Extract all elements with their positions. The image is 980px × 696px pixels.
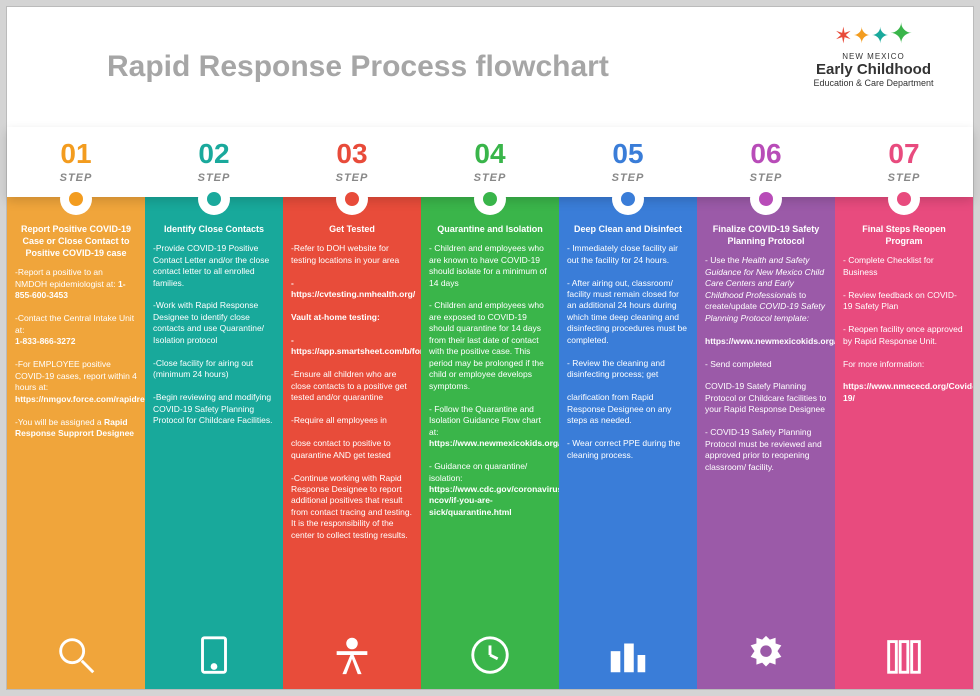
step-circle <box>888 183 920 215</box>
header: Rapid Response Process flowchart ✶✦✦✦ NE… <box>7 7 973 127</box>
step-number: 07 <box>888 140 919 168</box>
logo-block: ✶✦✦✦ NEW MEXICO Early Childhood Educatio… <box>786 17 961 88</box>
step-header-3: 03STEP <box>283 127 421 197</box>
step-column-4: Quarantine and Isolation - Children and e… <box>421 197 559 689</box>
step-circle <box>612 183 644 215</box>
column-icon <box>835 632 973 681</box>
column-title: Get Tested <box>291 223 413 235</box>
column-body: -Report a positive to an NMDOH epidemiol… <box>15 267 137 439</box>
step-header-4: 04STEP <box>421 127 559 197</box>
column-title: Quarantine and Isolation <box>429 223 551 235</box>
column-body: - Immediately close facility air out the… <box>567 243 689 461</box>
step-number: 02 <box>198 140 229 168</box>
step-number: 04 <box>474 140 505 168</box>
step-column-2: Identify Close Contacts -Provide COVID-19… <box>145 197 283 689</box>
logo-department: Education & Care Department <box>786 78 961 88</box>
step-column-3: Get Tested -Refer to DOH website for test… <box>283 197 421 689</box>
column-icon <box>7 632 145 681</box>
step-headers-row: 01STEP02STEP03STEP04STEP05STEP06STEP07ST… <box>7 127 973 197</box>
step-header-6: 06STEP <box>697 127 835 197</box>
logo-state: NEW MEXICO <box>786 52 961 61</box>
column-title: Deep Clean and Disinfect <box>567 223 689 235</box>
page-title: Rapid Response Process flowchart <box>107 50 609 84</box>
step-circle <box>474 183 506 215</box>
step-circle <box>60 183 92 215</box>
column-icon <box>559 632 697 681</box>
column-body: -Provide COVID-19 Positive Contact Lette… <box>153 243 275 427</box>
step-circle <box>198 183 230 215</box>
step-column-5: Deep Clean and Disinfect - Immediately cl… <box>559 197 697 689</box>
page-container: Rapid Response Process flowchart ✶✦✦✦ NE… <box>6 6 974 690</box>
step-circle <box>336 183 368 215</box>
step-header-1: 01STEP <box>7 127 145 197</box>
column-icon <box>697 632 835 681</box>
step-column-6: Finalize COVID-19 Safety Planning Protoc… <box>697 197 835 689</box>
step-number: 05 <box>612 140 643 168</box>
step-number: 06 <box>750 140 781 168</box>
step-header-2: 02STEP <box>145 127 283 197</box>
step-number: 01 <box>60 140 91 168</box>
step-column-7: Final Steps Reopen Program - Complete Che… <box>835 197 973 689</box>
column-icon <box>421 632 559 681</box>
step-header-7: 07STEP <box>835 127 973 197</box>
columns-row: Report Positive COVID-19 Case or Close C… <box>7 197 973 689</box>
logo-title: Early Childhood <box>786 61 961 78</box>
step-column-1: Report Positive COVID-19 Case or Close C… <box>7 197 145 689</box>
step-header-5: 05STEP <box>559 127 697 197</box>
step-number: 03 <box>336 140 367 168</box>
column-body: - Children and employees who are known t… <box>429 243 551 518</box>
step-circle <box>750 183 782 215</box>
column-body: - Complete Checklist for Business- Revie… <box>843 255 965 404</box>
column-body: - Use the Health and Safety Guidance for… <box>705 255 827 473</box>
logo-icons: ✶✦✦✦ <box>786 17 961 50</box>
column-body: -Refer to DOH website for testing locati… <box>291 243 413 541</box>
column-title: Finalize COVID-19 Safety Planning Protoc… <box>705 223 827 247</box>
column-icon <box>283 632 421 681</box>
column-title: Report Positive COVID-19 Case or Close C… <box>15 223 137 259</box>
column-title: Identify Close Contacts <box>153 223 275 235</box>
column-title: Final Steps Reopen Program <box>843 223 965 247</box>
column-icon <box>145 632 283 681</box>
